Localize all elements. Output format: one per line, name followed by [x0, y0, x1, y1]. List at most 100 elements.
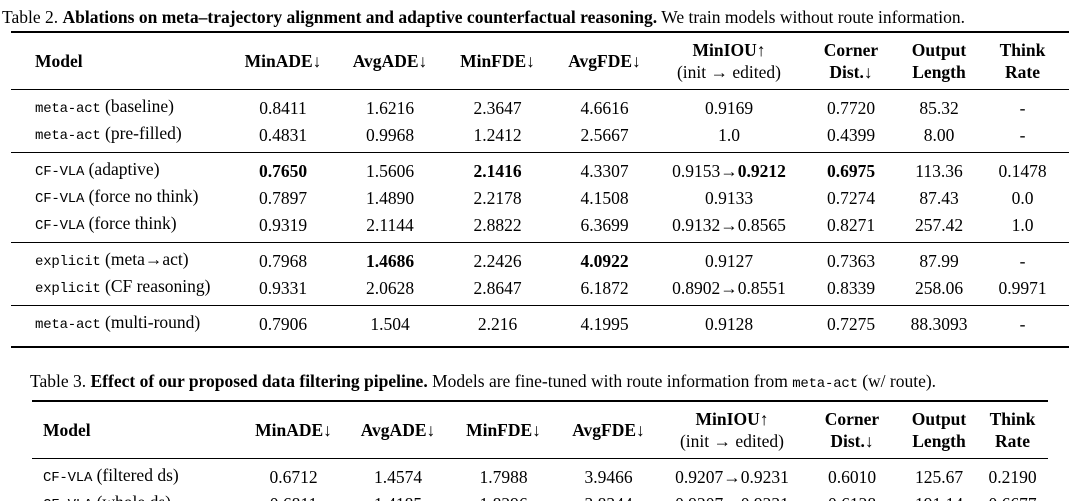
cell-think-rate: - [1019, 97, 1026, 118]
cell-think-rate: - [1019, 124, 1026, 145]
cell-minfde: 2.8647 [473, 277, 522, 298]
cell-model: explicit (CF reasoning) [11, 274, 230, 306]
table-row: CF-VLA (force think) 0.9319 2.1144 2.882… [11, 211, 1069, 243]
header-corner-label-line2: Dist.↓ [830, 431, 874, 451]
table2-caption: Table 2. Ablations on meta–trajectory al… [2, 5, 1080, 29]
cell-minade: 0.7906 [258, 313, 308, 334]
header-think-label-line1: Think [989, 409, 1036, 429]
cell-corner-dist: 0.7720 [826, 97, 876, 118]
table3-caption-title: Effect of our proposed data filtering pi… [90, 371, 428, 391]
cell-model: meta-act (multi-round) [11, 306, 230, 348]
cell-avgfde: 4.6616 [580, 97, 629, 118]
cell-miniou: 0.9127 [704, 250, 754, 271]
col-header-model: Model [32, 401, 242, 459]
cell-minade: 0.6811 [242, 490, 345, 501]
cell-avgade: 2.1144 [366, 214, 414, 235]
cell-minfde: 2.8822 [473, 214, 522, 235]
table-row: explicit (meta→act) 0.7968 1.4686 2.2426… [11, 243, 1069, 275]
cell-corner-dist: 0.6010 [827, 466, 877, 487]
cell-miniou: 0.9128 [704, 313, 754, 334]
cell-think-rate: 0.9971 [998, 277, 1047, 298]
model-name: explicit [35, 281, 101, 297]
cell-corner-dist: 0.6975 [826, 160, 876, 181]
cell-avgade: 2.0628 [365, 277, 415, 298]
cell-minade: 0.4831 [258, 124, 308, 145]
header-output-label-line2: Length [912, 62, 966, 82]
table2-caption-title: Ablations on meta–trajectory alignment a… [62, 7, 658, 27]
model-name: CF-VLA [35, 218, 85, 234]
table3-caption-text: Models are fine-tuned with route informa… [432, 371, 788, 391]
col-header-output: Output Length [901, 401, 977, 459]
table2-group-cf-vla: CF-VLA (adaptive) 0.7650 1.5606 2.1416 4… [11, 152, 1069, 243]
cell-avgfde: 4.0922 [580, 250, 629, 271]
cell-avgfde: 3.8344 [556, 490, 661, 501]
col-header-miniou: MinIOU↑ (init → edited) [661, 401, 803, 459]
header-minfde-label: MinFDE↓ [466, 420, 541, 440]
cell-miniou: 0.8902→0.8551 [672, 277, 786, 298]
cell-minade: 0.8411 [259, 97, 307, 118]
cell-model: CF-VLA (whole ds) [32, 490, 242, 501]
header-think-label-line1: Think [999, 40, 1046, 60]
header-model-label: Model [43, 420, 91, 440]
header-output-label-line2: Length [912, 431, 966, 451]
cell-corner-dist: 0.8271 [826, 214, 876, 235]
table-3: Model MinADE↓ AvgADE↓ MinFDE↓ AvgFDE↓ Mi… [32, 400, 1048, 501]
cell-avgfde: 4.1995 [580, 313, 629, 334]
cell-model: CF-VLA (filtered ds) [32, 459, 242, 491]
col-header-think: Think Rate [976, 32, 1069, 90]
table3-body: CF-VLA (filtered ds) 0.6712 1.4574 1.798… [32, 458, 1048, 501]
model-note: (force no think) [88, 186, 199, 206]
header-corner-label-line2: Dist.↓ [829, 62, 873, 82]
cell-avgade: 1.6216 [365, 97, 415, 118]
cell-avgade: 1.4574 [373, 466, 423, 487]
cell-avgfde: 6.3699 [580, 214, 629, 235]
col-header-miniou: MinIOU↑ (init → edited) [658, 32, 800, 90]
header-think-label-line2: Rate [995, 431, 1030, 451]
cell-minfde: 1.2412 [473, 124, 522, 145]
cell-think-rate: 0.0 [1011, 187, 1034, 208]
cell-minfde: 2.216 [477, 313, 518, 334]
cell-output-length: 87.99 [919, 250, 959, 271]
table-row: meta-act (multi-round) 0.7906 1.504 2.21… [11, 306, 1069, 348]
cell-avgade: 1.5606 [365, 160, 415, 181]
cell-avgade: 1.4686 [365, 250, 415, 271]
header-miniou-label: MinIOU↑ [695, 409, 769, 429]
table2-group-meta-act: meta-act (baseline) 0.8411 1.6216 2.3647… [11, 89, 1069, 153]
cell-corner-dist: 0.7275 [826, 313, 876, 334]
header-row: Model MinADE↓ AvgADE↓ MinFDE↓ AvgFDE↓ Mi… [32, 401, 1048, 459]
table3-header: Model MinADE↓ AvgADE↓ MinFDE↓ AvgFDE↓ Mi… [32, 401, 1048, 459]
cell-miniou: 0.9207→0.9231 [661, 490, 803, 501]
cell-avgade: 1.4890 [365, 187, 415, 208]
header-corner-label-line1: Corner [824, 409, 880, 429]
model-name: CF-VLA [35, 191, 85, 207]
cell-minade: 0.7650 [258, 160, 308, 181]
cell-minade: 0.9319 [258, 214, 308, 235]
cell-model: meta-act (baseline) [11, 90, 230, 122]
model-name: CF-VLA [43, 470, 93, 486]
cell-corner-dist: 0.6128 [803, 490, 901, 501]
col-header-avgade: AvgADE↓ [345, 401, 451, 459]
col-header-avgfde: AvgFDE↓ [556, 401, 661, 459]
cell-minfde: 2.1416 [473, 160, 522, 181]
cell-minade: 0.9331 [258, 277, 308, 298]
model-note: (adaptive) [88, 159, 160, 179]
cell-output-length: 125.67 [914, 466, 964, 487]
table3-caption: Table 3. Effect of our proposed data fil… [30, 369, 1080, 396]
model-name: CF-VLA [43, 497, 92, 501]
cell-miniou: 1.0 [718, 124, 740, 145]
cell-output-length: 257.42 [914, 214, 964, 235]
model-note: (multi-round) [105, 312, 201, 332]
cell-miniou: 0.9153→0.9212 [658, 153, 800, 185]
header-avgade-label: AvgADE↓ [352, 51, 428, 71]
cell-think-rate: 0.6677 [977, 490, 1048, 501]
table3-caption-number: Table 3. [30, 371, 87, 391]
col-header-output: Output Length [902, 32, 976, 90]
header-output-label-line1: Output [911, 40, 967, 60]
cell-model: explicit (meta→act) [11, 243, 230, 275]
model-note: (force think) [88, 213, 177, 233]
cell-output-length: 8.00 [923, 124, 955, 145]
col-header-corner: Corner Dist.↓ [800, 32, 902, 90]
table-row: meta-act (baseline) 0.8411 1.6216 2.3647… [11, 90, 1069, 122]
cell-corner-dist: 0.4399 [826, 124, 876, 145]
